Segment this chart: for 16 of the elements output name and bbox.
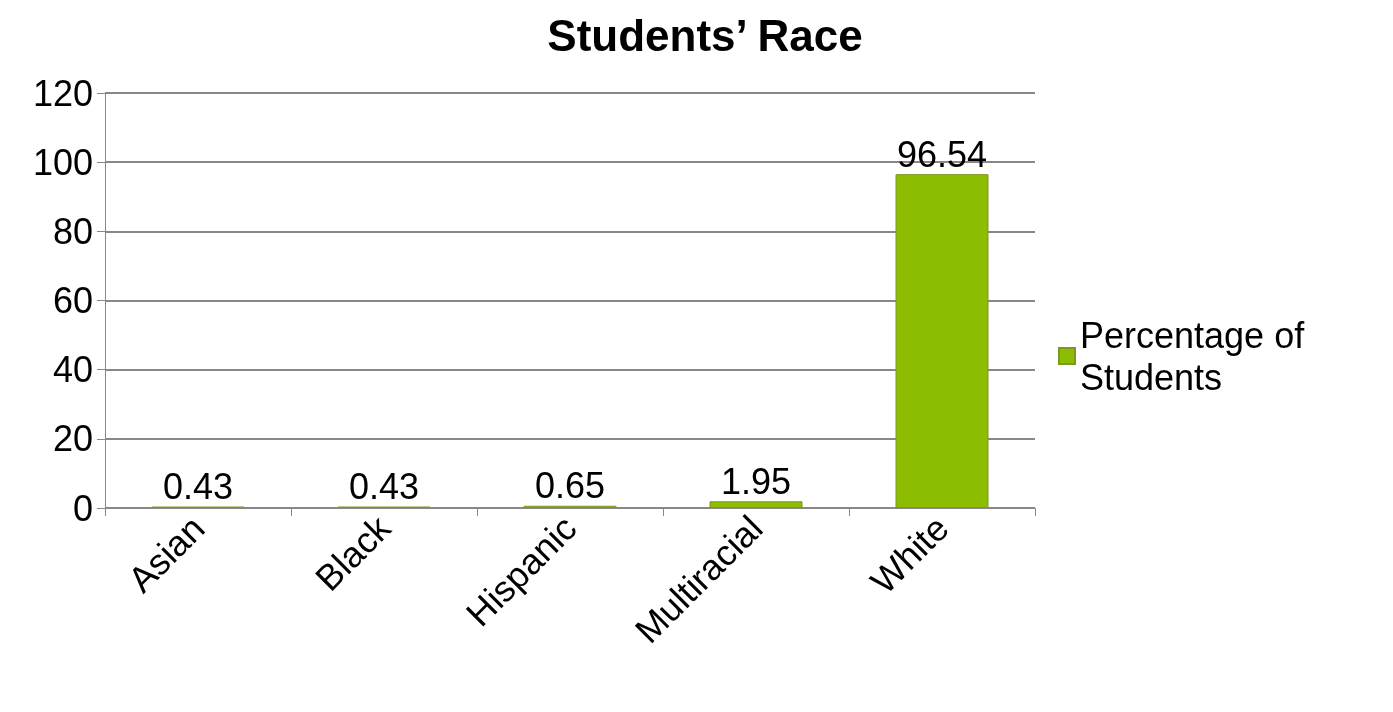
data-label: 0.65 [534,465,606,507]
y-tick-label: 20 [52,418,93,460]
bar [895,174,989,508]
bar [709,501,803,508]
y-tick-label: 0 [72,487,93,529]
data-label: 0.43 [348,466,420,508]
chart-title: Students’ Race [547,10,863,60]
data-label: 0.43 [162,466,234,508]
y-tick-label: 80 [52,210,93,252]
data-label: 96.54 [896,133,988,175]
y-tick-label: 60 [52,280,93,321]
y-tick-label: 120 [32,72,93,114]
y-tick-label: 100 [32,141,93,183]
data-label: 1.95 [720,460,792,502]
legend-label: Percentage of Students [1080,314,1315,398]
y-tick-label: 40 [52,349,93,391]
